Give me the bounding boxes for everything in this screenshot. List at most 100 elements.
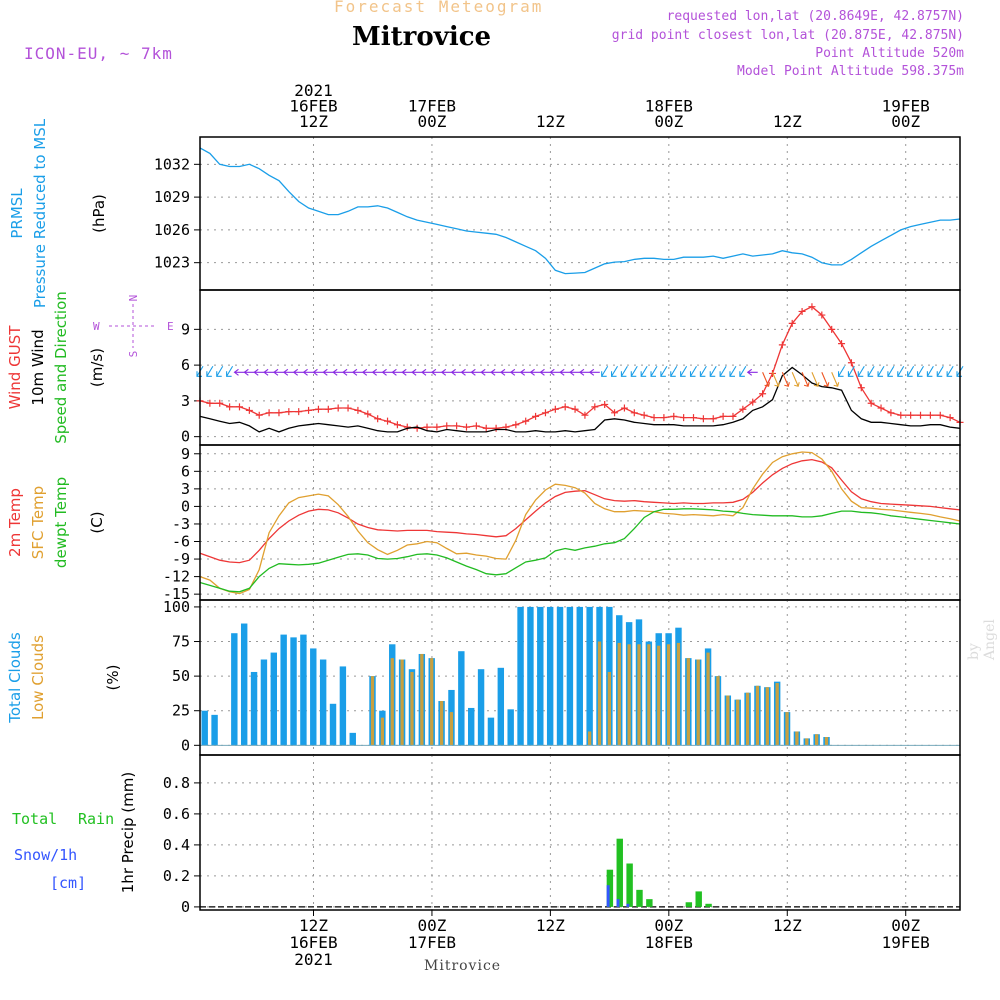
total-cloud-bar bbox=[477, 669, 485, 746]
compass-south: S bbox=[127, 351, 140, 358]
low-cloud-bar bbox=[805, 738, 809, 746]
series-10m-wind bbox=[199, 366, 961, 433]
snow-bar bbox=[626, 903, 630, 907]
gust-marker bbox=[374, 415, 382, 423]
y-axis-label: (m/s) bbox=[88, 348, 106, 387]
gust-marker bbox=[611, 409, 619, 417]
compass-west: W bbox=[93, 320, 100, 333]
rain-bar bbox=[636, 889, 643, 907]
panel-label: PRMSL bbox=[8, 188, 26, 239]
station-title: Mitrovice bbox=[352, 22, 492, 52]
wind-direction-arrow bbox=[490, 368, 502, 376]
y-tick-label: -9 bbox=[172, 550, 190, 568]
panel-pressure: 1023 1026 1029 1032 PRMSL Pressure Reduced to… bbox=[8, 118, 961, 308]
wind-direction-arrow bbox=[312, 368, 324, 376]
y-tick-label: -3 bbox=[172, 515, 190, 533]
gust-marker bbox=[235, 403, 243, 411]
series-dewpt-temp bbox=[199, 508, 961, 593]
total-cloud-bar bbox=[349, 732, 356, 746]
wind-direction-arrow bbox=[273, 368, 284, 376]
panel-wind: 0 3 6 9 Wind GUST 10m Wind Speed and Direction… bbox=[6, 289, 964, 446]
wind-direction-arrow bbox=[352, 368, 363, 376]
y-axis-label: 1hr Precip (mm) bbox=[119, 772, 137, 893]
total-cloud-bar bbox=[537, 606, 544, 746]
time-label-bottom: 19FEB bbox=[882, 933, 930, 952]
gust-marker bbox=[364, 410, 372, 418]
compass-rose: N W E S bbox=[93, 295, 174, 358]
wind-direction-arrow bbox=[821, 372, 830, 387]
wind-direction-arrow bbox=[371, 368, 383, 376]
wind-direction-arrow bbox=[509, 368, 521, 376]
wind-direction-arrow bbox=[332, 368, 344, 376]
wind-direction-arrow bbox=[771, 372, 781, 387]
total-cloud-bar bbox=[467, 707, 475, 746]
y-tick-label: 0.4 bbox=[163, 836, 190, 854]
precip-label-snow: Snow/1h bbox=[14, 846, 77, 864]
low-cloud-bar bbox=[449, 712, 454, 746]
y-tick-label: -6 bbox=[172, 533, 190, 551]
wind-direction-arrow bbox=[610, 365, 619, 377]
low-cloud-bar bbox=[824, 737, 829, 746]
low-cloud-bar bbox=[696, 659, 700, 746]
wind-direction-arrow bbox=[579, 368, 590, 376]
gust-marker bbox=[285, 408, 293, 416]
total-cloud-bar bbox=[517, 606, 524, 746]
total-cloud-bar bbox=[319, 659, 327, 746]
wind-direction-arrow bbox=[877, 365, 885, 377]
total-cloud-bar bbox=[566, 606, 574, 746]
panel-label: Speed and Direction bbox=[52, 291, 70, 444]
total-cloud-bar bbox=[546, 606, 554, 746]
wind-direction-arrow bbox=[867, 365, 875, 377]
total-cloud-bar bbox=[250, 671, 258, 746]
time-label-top: 00Z bbox=[891, 112, 920, 131]
low-cloud-bar bbox=[400, 659, 404, 746]
panel-label: 10m Wind bbox=[29, 329, 47, 405]
time-label-bottom: 18FEB bbox=[645, 933, 693, 952]
total-cloud-bar bbox=[270, 652, 278, 746]
wind-direction-arrow bbox=[480, 368, 492, 376]
wind-direction-arrow bbox=[529, 368, 541, 376]
gust-marker bbox=[936, 411, 944, 419]
gust-marker bbox=[798, 307, 806, 315]
gust-marker bbox=[887, 409, 895, 417]
gust-marker bbox=[295, 408, 303, 416]
low-cloud-bar bbox=[815, 734, 819, 746]
wind-direction-arrow bbox=[680, 365, 688, 377]
y-tick-label: 0.2 bbox=[163, 867, 190, 885]
wind-direction-arrow bbox=[450, 368, 462, 376]
gust-marker bbox=[719, 412, 727, 420]
gust-marker bbox=[709, 415, 717, 423]
panel-label: Total Clouds bbox=[6, 632, 24, 724]
gust-marker bbox=[403, 423, 411, 431]
y-tick-label: 3 bbox=[181, 392, 190, 410]
panel-label: SFC Temp bbox=[29, 486, 47, 559]
y-tick-label: 3 bbox=[181, 480, 190, 498]
panel-label: 2m Temp bbox=[6, 488, 24, 557]
gust-marker bbox=[275, 409, 283, 417]
y-tick-label: 1026 bbox=[154, 221, 190, 239]
wind-direction-arrow bbox=[539, 368, 551, 376]
gust-marker bbox=[838, 340, 846, 348]
time-label-top: 00Z bbox=[654, 112, 683, 131]
wind-direction-arrow bbox=[811, 372, 820, 387]
gust-marker bbox=[532, 412, 540, 420]
low-cloud-bar bbox=[716, 676, 720, 746]
wind-direction-arrow bbox=[500, 368, 511, 376]
gust-marker bbox=[561, 403, 569, 411]
wind-direction-arrow bbox=[781, 372, 790, 387]
low-cloud-bar bbox=[765, 687, 769, 746]
gust-marker bbox=[591, 403, 599, 411]
low-cloud-bar bbox=[775, 683, 779, 746]
low-cloud-bar bbox=[588, 731, 592, 746]
wind-direction-arrow bbox=[719, 365, 727, 377]
precip-label-unit: [cm] bbox=[50, 874, 86, 892]
total-cloud-bar bbox=[339, 666, 347, 746]
footer-station: Mitrovice bbox=[424, 958, 502, 974]
low-cloud-bar bbox=[627, 644, 631, 746]
gust-marker bbox=[818, 311, 826, 319]
gust-marker bbox=[512, 421, 520, 429]
time-label-bottom: 00Z bbox=[654, 916, 683, 935]
gust-marker bbox=[433, 423, 441, 431]
